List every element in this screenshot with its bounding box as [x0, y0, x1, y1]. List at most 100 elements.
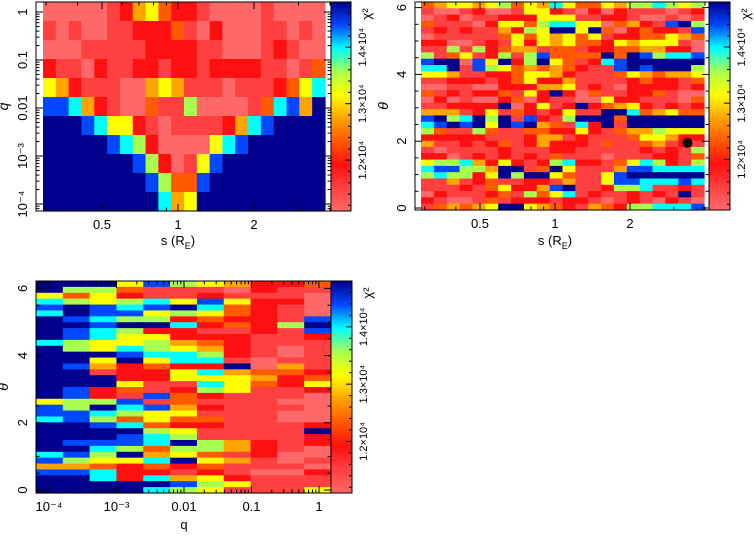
- heatmap-cell: [36, 463, 64, 471]
- heatmap-cell: [601, 203, 615, 211]
- x-tick-label: 0.01: [171, 499, 196, 514]
- heatmap-cell: [304, 298, 332, 306]
- heatmap-cell: [511, 46, 525, 54]
- heatmap-cell: [472, 77, 486, 85]
- heatmap-cell: [250, 392, 278, 400]
- heatmap-cell: [277, 392, 305, 400]
- heatmap-cell: [665, 8, 679, 16]
- heatmap-cell: [260, 2, 275, 22]
- heatmap-cell: [575, 165, 589, 173]
- heatmap-cell: [613, 197, 628, 205]
- heatmap-cell: [43, 135, 57, 155]
- heatmap-cell: [277, 387, 305, 394]
- heatmap-cell: [223, 298, 252, 306]
- heatmap-cell: [498, 96, 512, 104]
- heatmap-cell: [601, 39, 615, 47]
- heatmap-cell: [222, 40, 236, 60]
- heatmap-cell: [116, 392, 144, 400]
- heatmap-cell: [433, 109, 448, 117]
- heatmap-cell: [562, 65, 576, 72]
- heatmap-cell: [678, 109, 692, 117]
- heatmap-cell: [286, 97, 300, 117]
- heatmap-cell: [250, 434, 278, 441]
- heatmap-cell: [277, 416, 305, 423]
- heatmap-cell: [107, 116, 121, 136]
- heatmap-cell: [421, 33, 435, 41]
- heatmap-cell: [89, 328, 118, 335]
- heatmap-cell: [119, 59, 134, 79]
- heatmap-cell: [678, 134, 692, 142]
- heatmap-cell: [196, 445, 225, 453]
- heatmap-cell: [652, 134, 667, 142]
- heatmap-cell: [446, 65, 461, 72]
- heatmap-cell: [235, 154, 249, 174]
- heatmap-cell: [549, 33, 564, 41]
- heatmap-cell: [523, 33, 538, 41]
- heatmap-cell: [223, 451, 252, 459]
- heatmap-cell: [523, 146, 538, 154]
- heatmap-cell: [691, 128, 705, 135]
- heatmap-cell: [116, 281, 144, 288]
- heatmap-cell: [421, 90, 435, 98]
- heatmap-cell: [446, 153, 461, 161]
- heatmap-cell: [68, 97, 83, 117]
- heatmap-cell: [665, 203, 679, 211]
- heatmap-cell: [588, 77, 602, 85]
- heatmap-cell: [536, 90, 551, 98]
- heatmap-cell: [485, 77, 499, 85]
- heatmap-cell: [116, 292, 144, 300]
- heatmap-cell: [116, 369, 144, 376]
- heatmap-cell: [250, 304, 278, 312]
- heatmap-cell: [116, 375, 144, 382]
- heatmap-cell: [575, 20, 589, 28]
- heatmap-cell: [472, 191, 486, 198]
- heatmap-cell: [536, 159, 551, 167]
- heatmap-cell: [143, 422, 171, 429]
- heatmap-cell: [36, 381, 64, 388]
- heatmap-cell: [421, 115, 435, 123]
- heatmap-cell: [691, 146, 705, 154]
- heatmap-cell: [549, 14, 564, 22]
- heatmap-cell: [107, 135, 121, 155]
- heatmap-cell: [171, 97, 185, 117]
- heatmap-cell: [691, 197, 705, 205]
- heatmap-cell: [89, 351, 118, 359]
- heatmap-cell: [94, 40, 108, 60]
- heatmap-cell: [498, 65, 512, 72]
- heatmap-cell: [196, 363, 225, 370]
- best-fit-marker: [682, 137, 693, 148]
- heatmap-cell: [523, 184, 538, 192]
- heatmap-cell: [549, 146, 564, 154]
- heatmap-cell: [601, 172, 615, 180]
- heatmap-cell: [433, 39, 448, 47]
- heatmap-cell: [601, 58, 615, 66]
- heatmap-cell: [89, 381, 118, 388]
- heatmap-cell: [665, 27, 679, 35]
- heatmap-cell: [277, 434, 305, 441]
- heatmap-cell: [223, 363, 252, 370]
- heatmap-cell: [312, 173, 326, 193]
- heatmap-cell: [312, 97, 326, 117]
- heatmap-cell: [498, 39, 512, 47]
- heatmap-cell: [652, 58, 667, 66]
- heatmap-cell: [145, 154, 159, 174]
- panel-s-theta: 0.5 1 2 0 2 4 6 s (RE) θ 1.2×10⁴ 1.3×10⁴ 1.4×10⁴ χ²: [375, 1, 753, 251]
- heatmap-cell: [277, 445, 305, 453]
- heatmap-cell: [433, 121, 448, 129]
- heatmap-cell: [62, 351, 91, 359]
- heatmap-cell: [601, 83, 615, 91]
- heatmap-cell: [433, 165, 448, 173]
- heatmap-cell: [691, 153, 705, 161]
- heatmap-cell: [639, 14, 654, 22]
- heatmap-cell: [250, 322, 278, 329]
- heatmap-cell: [250, 481, 278, 488]
- heatmap-cell: [511, 134, 525, 142]
- heatmap-cell: [536, 52, 551, 60]
- heatmap-cell: [588, 172, 602, 180]
- heatmap-cell: [678, 146, 692, 154]
- heatmap-cell: [260, 40, 275, 60]
- heatmap-cell: [89, 392, 118, 400]
- heatmap-cell: [652, 8, 667, 16]
- heatmap-cell: [613, 46, 628, 54]
- heatmap-cell: [575, 77, 589, 85]
